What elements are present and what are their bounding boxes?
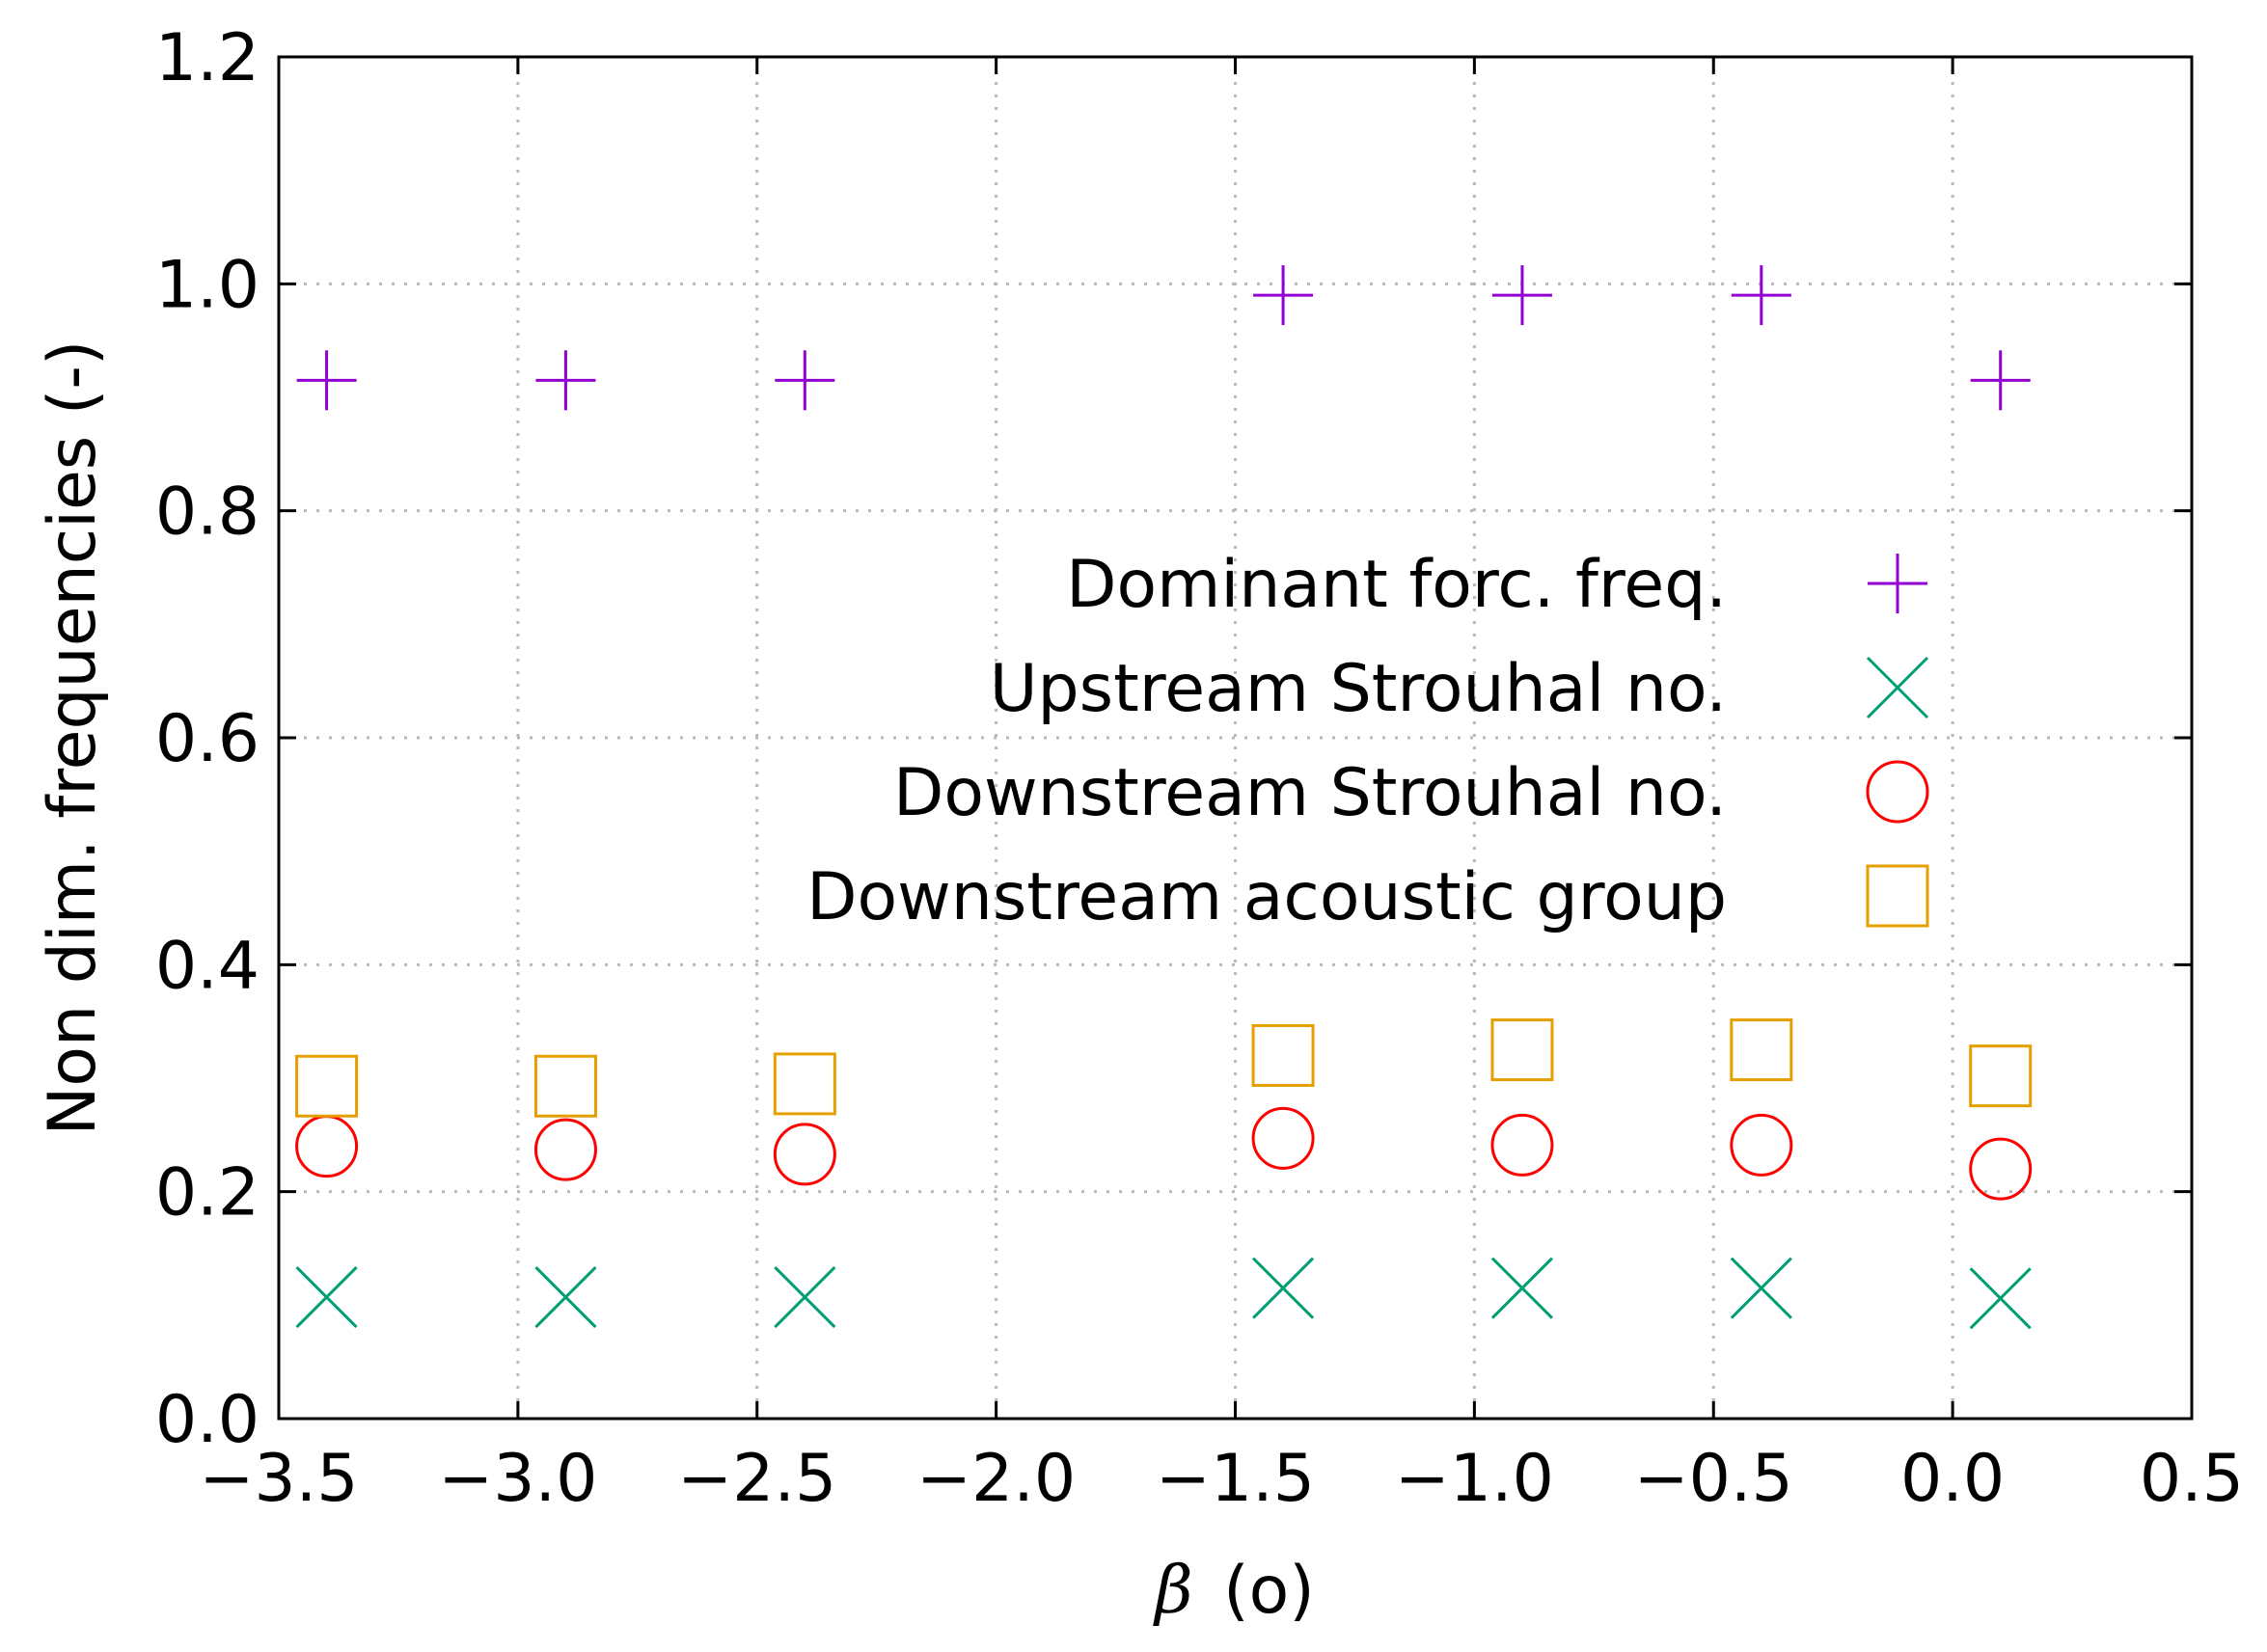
x-tick-label: −1.0 [1395,1441,1554,1517]
data-point [773,1052,836,1116]
legend: Dominant forc. freq. Upstream Strouhal no… [806,547,1929,935]
legend-label: Upstream Strouhal no. [990,651,1727,727]
data-point [1730,1018,1793,1082]
data-point [1252,1257,1315,1319]
cross-b [1866,656,1929,719]
y-tick-label: 0.8 [155,474,259,551]
data-point [1253,265,1314,326]
legend-marker [1866,864,1929,928]
y-tick-label: 0.4 [155,928,259,1004]
plot-frame [277,55,2194,1421]
y-tick-labels: 0.0 0.2 0.4 0.6 0.8 1.0 1.2 [155,20,259,1458]
data-point [1970,350,2031,411]
data-point [1731,265,1791,326]
cross-b [1490,1257,1554,1319]
y-tick-label: 1.0 [155,247,259,323]
x-tick-label: −1.5 [1156,1441,1315,1517]
data-point [534,1266,597,1329]
y-tick-label: 0.6 [155,701,259,777]
cross-b [534,1266,597,1329]
y-tick-label: 0.0 [155,1382,259,1458]
axis-ticks [277,55,2194,1421]
data-point [774,1266,836,1329]
data-point [533,1054,597,1118]
legend-label: Downstream Strouhal no. [893,755,1727,831]
x-axis-symbol: β [1152,1553,1192,1629]
x-tick-label: 0.0 [1900,1441,2005,1517]
data-point [535,350,596,411]
cross-b [1969,1267,2032,1330]
x-tick-label: −0.5 [1634,1441,1793,1517]
cross-b [774,1266,836,1329]
legend-marker [1866,760,1929,824]
data-point [1251,1023,1315,1087]
x-tick-label: 0.5 [2140,1441,2244,1517]
data-point [1730,1113,1793,1177]
legend-marker [1866,656,1929,719]
data-point [296,350,357,411]
data-point [1490,1018,1554,1082]
cross-b [1730,1257,1792,1319]
data-point [773,1123,836,1186]
x-axis-unit: (o) [1223,1553,1315,1629]
series-0 [296,265,2031,411]
data-point [1969,1267,2032,1330]
x-axis-label: β (o) [1152,1553,1315,1629]
data-point [1730,1257,1792,1319]
data-point [1969,1137,2033,1201]
grid [279,57,2192,1419]
data-point [1251,1106,1315,1170]
data-point [775,350,835,411]
x-tick-label: −3.5 [199,1441,358,1517]
cross-b [295,1266,358,1329]
legend-label: Dominant forc. freq. [1066,547,1727,623]
x-tick-labels: −3.5 −3.0 −2.5 −2.0 −1.5 −1.0 −0.5 0.0 0.5 [199,1441,2244,1517]
data-point [1969,1044,2033,1108]
series-2 [295,1106,2033,1201]
y-tick-label: 0.2 [155,1155,259,1232]
series-1 [295,1257,2032,1330]
y-tick-label: 1.2 [155,20,259,96]
data-point [1490,1257,1554,1319]
data-point [1491,265,1552,326]
data-point [295,1115,359,1178]
legend-label: Downstream acoustic group [806,859,1727,935]
data-point [295,1266,358,1329]
y-axis-label: Non dim. frequencies (-) [35,340,111,1136]
data-point [533,1118,597,1181]
legend-marker [1868,554,1927,613]
data-point [295,1054,359,1118]
data-points [295,265,2033,1330]
x-tick-label: −2.0 [916,1441,1076,1517]
data-point [1490,1113,1554,1177]
cross-b [1252,1257,1315,1319]
series-3 [295,1018,2033,1118]
x-tick-label: −2.5 [677,1441,836,1517]
x-tick-label: −3.0 [438,1441,597,1517]
